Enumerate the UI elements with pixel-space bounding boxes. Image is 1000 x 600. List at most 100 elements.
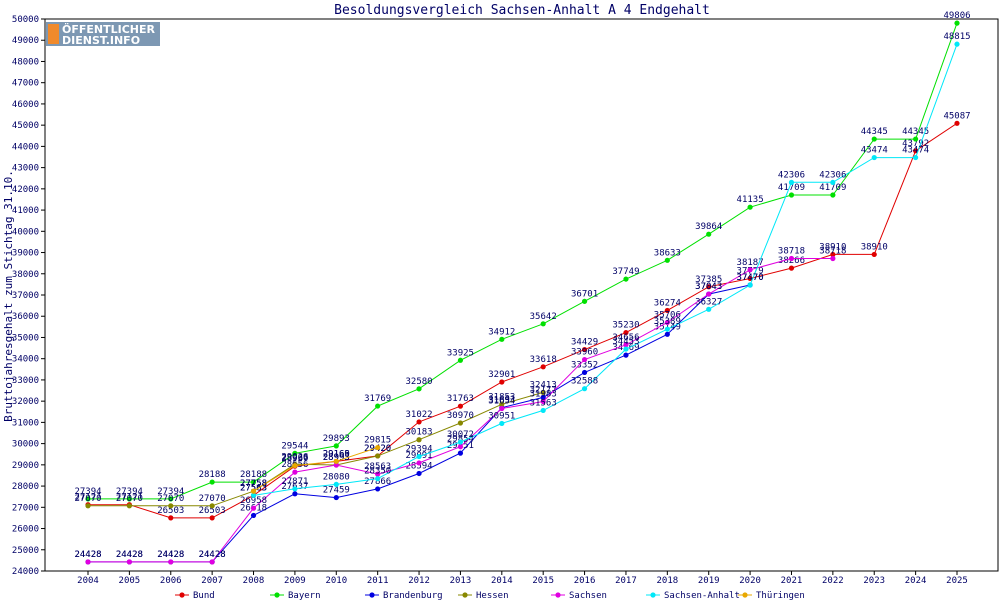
data-point [292, 491, 297, 496]
y-tick-label: 34000 [12, 355, 39, 365]
data-label: 33925 [447, 348, 474, 358]
data-point [210, 503, 215, 508]
data-label: 43474 [861, 146, 888, 156]
x-tick-label: 2011 [367, 576, 389, 586]
data-point [872, 136, 877, 141]
y-tick-label: 47000 [12, 79, 39, 89]
x-tick-label: 2015 [532, 576, 554, 586]
data-label: 32588 [571, 377, 598, 387]
x-tick-label: 2017 [615, 576, 637, 586]
x-tick-label: 2005 [119, 576, 141, 586]
data-point [499, 421, 504, 426]
data-label: 35642 [530, 312, 557, 322]
data-point [706, 291, 711, 296]
x-tick-label: 2023 [863, 576, 885, 586]
y-axis-label: Bruttojahresgehalt zum Stichtag 31.10. [2, 170, 15, 422]
data-point [913, 155, 918, 160]
data-label: 30072 [447, 430, 474, 440]
y-tick-label: 26000 [12, 525, 39, 535]
data-label: 31654 [488, 396, 515, 406]
data-point [830, 256, 835, 261]
chart-title: Besoldungsvergleich Sachsen-Anhalt A 4 E… [334, 3, 710, 18]
y-tick-label: 49000 [12, 36, 39, 46]
data-point [582, 370, 587, 375]
data-label: 29394 [406, 444, 433, 454]
data-point [375, 486, 380, 491]
x-tick-label: 2006 [160, 576, 182, 586]
data-point [954, 21, 959, 26]
data-label: 31763 [447, 394, 474, 404]
data-label: 27070 [199, 494, 226, 504]
data-point [499, 337, 504, 342]
data-point [334, 495, 339, 500]
data-point [127, 503, 132, 508]
data-point [623, 346, 628, 351]
data-label: 30951 [488, 411, 515, 421]
data-point [458, 358, 463, 363]
data-label: 43474 [902, 146, 929, 156]
data-label: 36327 [695, 297, 722, 307]
data-point [85, 559, 90, 564]
data-label: 35230 [612, 321, 639, 331]
x-tick-label: 2008 [243, 576, 265, 586]
data-label: 45087 [943, 111, 970, 121]
site-logo: ÖFFENTLICHER DIENST.INFO [46, 22, 160, 47]
legend-marker [650, 592, 655, 597]
legend-marker [369, 592, 374, 597]
data-point [747, 205, 752, 210]
data-point [665, 332, 670, 337]
data-point [830, 180, 835, 185]
x-tick-label: 2009 [284, 576, 306, 586]
data-label: 30970 [447, 411, 474, 421]
y-tick-label: 35000 [12, 333, 39, 343]
data-label: 28966 [281, 454, 308, 464]
data-label: 28080 [323, 472, 350, 482]
data-label: 24428 [157, 550, 184, 560]
legend-label: Thüringen [756, 591, 805, 600]
data-point [375, 445, 380, 450]
data-label: 27871 [281, 477, 308, 487]
data-point [747, 267, 752, 272]
data-point [499, 379, 504, 384]
data-label: 49806 [943, 11, 970, 21]
data-point [789, 266, 794, 271]
data-label: 28188 [199, 470, 226, 480]
y-tick-label: 39000 [12, 249, 39, 259]
legend-label: Bayern [288, 591, 321, 600]
data-label: 32901 [488, 370, 515, 380]
data-label: 35389 [654, 317, 681, 327]
data-label: 24428 [116, 550, 143, 560]
data-point [872, 155, 877, 160]
data-point [458, 420, 463, 425]
data-point [416, 419, 421, 424]
data-point [541, 408, 546, 413]
data-point [210, 479, 215, 484]
x-tick-label: 2021 [781, 576, 803, 586]
data-point [292, 463, 297, 468]
data-label: 33618 [530, 355, 557, 365]
y-tick-label: 27000 [12, 503, 39, 513]
x-tick-label: 2007 [201, 576, 223, 586]
data-point [458, 404, 463, 409]
data-point [416, 460, 421, 465]
data-point [416, 471, 421, 476]
data-point [210, 559, 215, 564]
data-point [375, 403, 380, 408]
y-tick-label: 24000 [12, 567, 39, 577]
data-label: 31769 [364, 394, 391, 404]
data-point [416, 454, 421, 459]
y-tick-label: 32000 [12, 397, 39, 407]
y-tick-label: 25000 [12, 546, 39, 556]
x-tick-label: 2019 [698, 576, 720, 586]
x-tick-label: 2016 [574, 576, 596, 586]
data-label: 38910 [861, 242, 888, 252]
logo-mark [48, 24, 59, 44]
data-label: 24428 [74, 550, 101, 560]
data-label: 29893 [323, 434, 350, 444]
data-label: 37043 [695, 282, 722, 292]
data-point [251, 489, 256, 494]
y-tick-label: 38000 [12, 270, 39, 280]
data-point [168, 515, 173, 520]
y-tick-label: 50000 [12, 15, 39, 25]
data-label: 37749 [612, 267, 639, 277]
